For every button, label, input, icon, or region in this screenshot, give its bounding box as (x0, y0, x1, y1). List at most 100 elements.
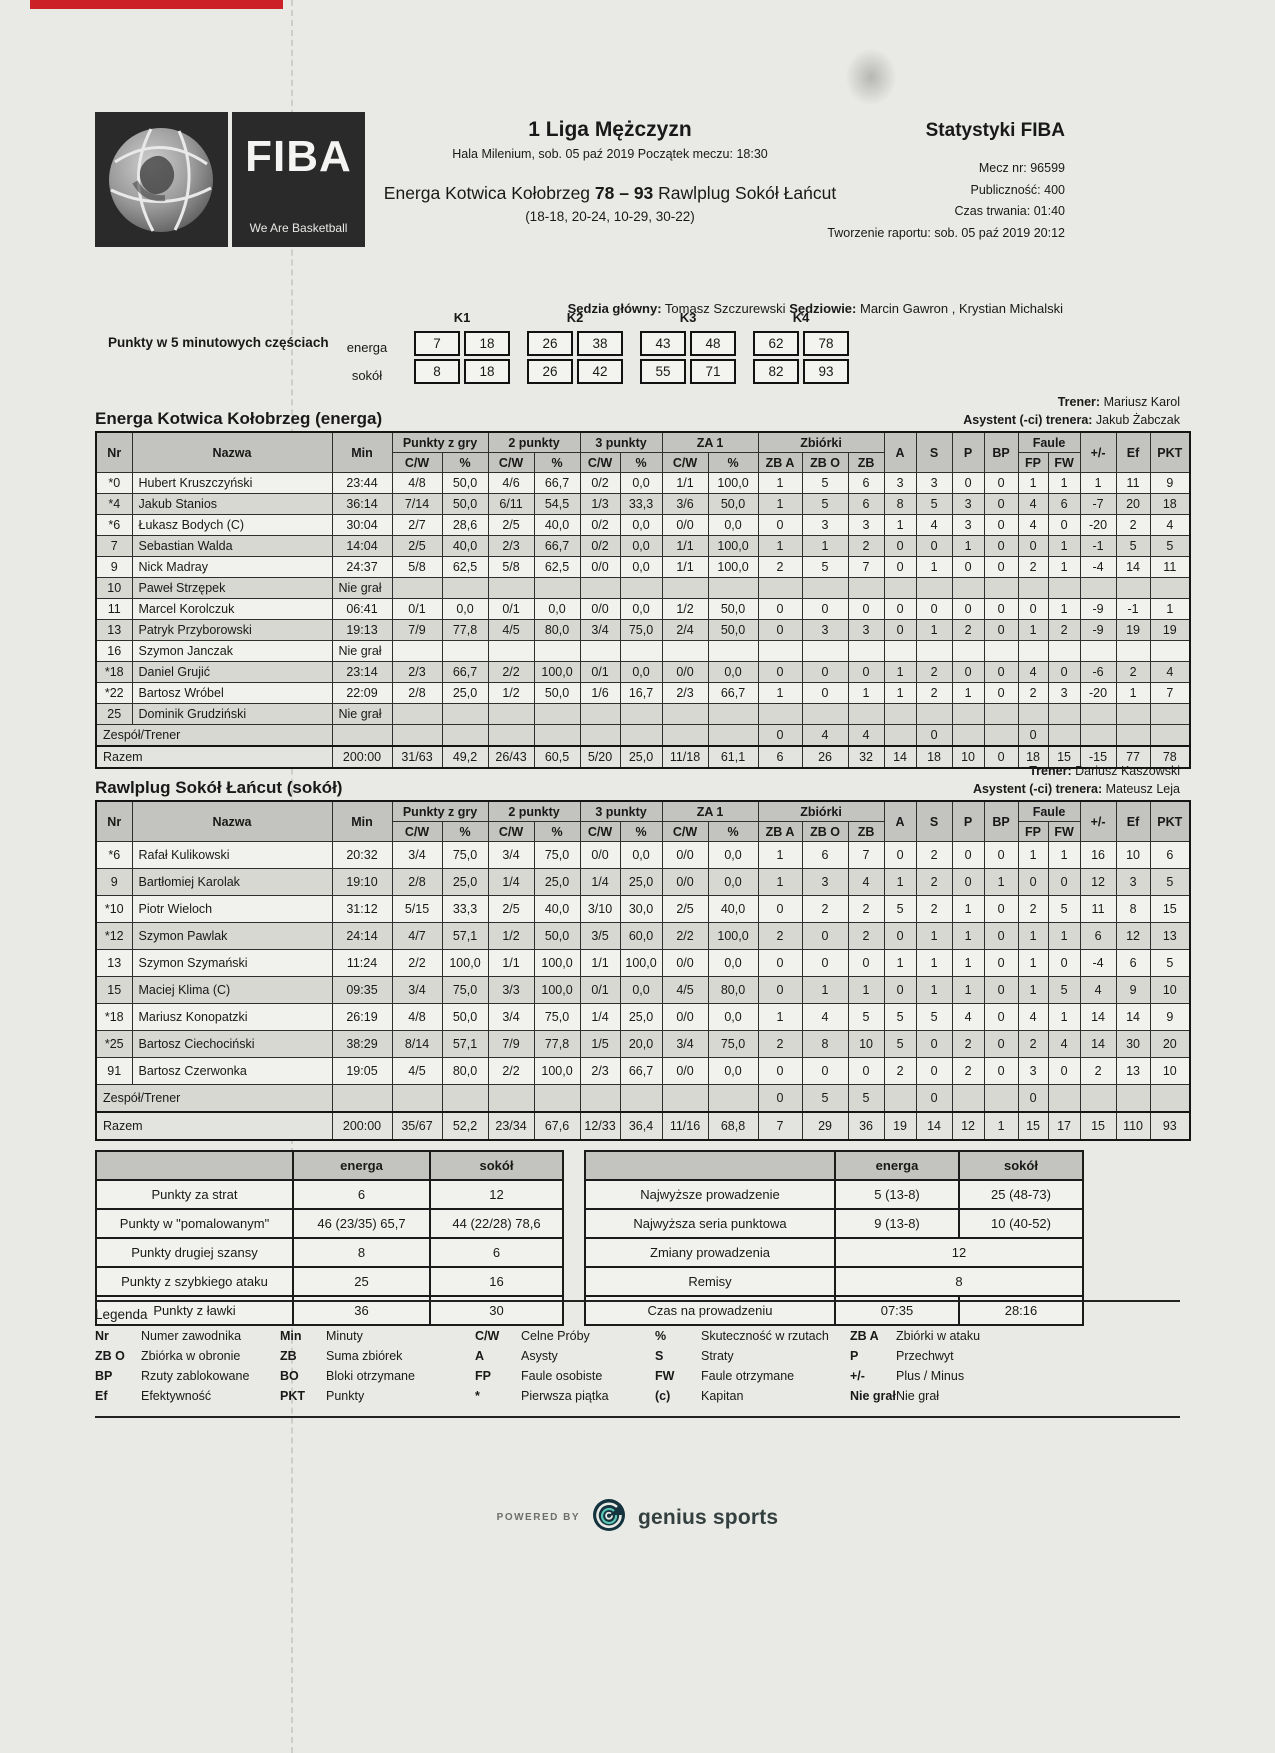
total-ef: 77 (1115, 745, 1151, 769)
legend-item: BO Bloki otrzymane (280, 1369, 475, 1383)
stat-fw: 4 (1047, 1030, 1081, 1058)
total-bp: 1 (983, 1111, 1019, 1141)
five-minute-row: 62 78 (753, 331, 849, 356)
assistant-name: Mateusz Leja (1105, 782, 1180, 796)
stat-p3_cw: 2/3 (579, 1057, 621, 1085)
stat-ef: 2 (1115, 514, 1151, 536)
legend-abbr: * (475, 1389, 480, 1403)
stat-ef: 11 (1115, 472, 1151, 494)
stat-zbo: 0 (801, 922, 849, 950)
stat-empty (619, 577, 663, 599)
stat-empty (487, 1084, 535, 1113)
stat-p: 2 (951, 1057, 985, 1085)
stat-empty (619, 703, 663, 725)
legend-abbr: ZB O (95, 1349, 125, 1363)
stat-pm: -4 (1079, 556, 1117, 578)
powered-by-label: POWERED BY (496, 1512, 581, 1523)
stat-p2_pct: 50,0 (533, 682, 581, 704)
match-score-line: Energa Kotwica Kołobrzeg 78 – 93 Rawlplu… (375, 182, 845, 206)
player-row: *25 Bartosz Ciechociński 38:29 8/14 57,1 7/9 7… (95, 1030, 1191, 1058)
col-header-nr: Nr (95, 431, 133, 473)
player-row: *22 Bartosz Wróbel 22:09 2/8 25,0 1/2 50,0 1/6 1… (95, 682, 1191, 704)
stat-zb: 5 (847, 1084, 885, 1113)
stat-p3_pct: 0,0 (619, 556, 663, 578)
stat-empty (1079, 1084, 1117, 1113)
stat-empty (579, 640, 621, 662)
stat-zbo: 0 (801, 598, 849, 620)
stat-ef: 13 (1115, 1057, 1151, 1085)
stat-zbo: 5 (801, 472, 849, 494)
stat-fg_pct: 57,1 (441, 922, 489, 950)
total-pkt: 78 (1149, 745, 1191, 769)
stat-zba: 2 (757, 556, 803, 578)
stat-fp: 4 (1017, 661, 1049, 683)
totals-label: Razem (95, 1111, 333, 1141)
total-zb: 32 (847, 745, 885, 769)
player-name: Łukasz Bodych (C) (131, 514, 333, 536)
stat-ft_pct: 80,0 (707, 976, 759, 1004)
stat-ft_cw: 1/2 (661, 598, 709, 620)
stats-title: Statystyki FIBA (925, 120, 1065, 141)
col-header-fw: FW (1047, 452, 1081, 473)
player-name: Nick Madray (131, 556, 333, 578)
stat-min: 23:44 (331, 472, 393, 494)
stat-ft_pct: 0,0 (707, 868, 759, 896)
legend-description: Faule otrzymane (701, 1369, 795, 1383)
stat-ef: 6 (1115, 949, 1151, 977)
stat-a: 0 (883, 976, 917, 1004)
player-number: *22 (95, 682, 133, 704)
col-group-fg: Punkty z gry (391, 431, 489, 453)
summary-merged-value: 8 (834, 1266, 1084, 1297)
col-header-min: Min (331, 431, 393, 473)
stat-fg_pct: 50,0 (441, 1003, 489, 1031)
stat-zbo: 3 (801, 514, 849, 536)
stat-s: 3 (915, 472, 953, 494)
stat-min: 31:12 (331, 895, 393, 923)
legend-item: ZB Suma zbiórek (280, 1349, 475, 1363)
stat-a: 0 (883, 598, 917, 620)
player-number: 25 (95, 703, 133, 725)
stat-fp: 1 (1017, 976, 1049, 1004)
stat-s: 2 (915, 868, 953, 896)
col-header-assists: A (883, 800, 917, 842)
stat-empty (487, 577, 535, 599)
match-header: 1 Liga Mężczyzn Hala Milenium, sob. 05 p… (330, 118, 890, 224)
stat-empty (331, 724, 393, 747)
stat-p3_pct: 0,0 (619, 598, 663, 620)
stat-pm: -1 (1079, 535, 1117, 557)
stat-empty (1047, 703, 1081, 725)
stat-s: 2 (915, 661, 953, 683)
player-name: Jakub Stanios (131, 493, 333, 515)
col-header-nazwa: Nazwa (131, 431, 333, 473)
stat-fg_cw: 0/1 (391, 598, 443, 620)
stat-zba: 1 (757, 1003, 803, 1031)
stat-empty (441, 1084, 489, 1113)
legend-abbr: Ef (95, 1389, 108, 1403)
legend-description: Celne Próby (521, 1329, 590, 1343)
stat-p2_pct: 100,0 (533, 1057, 581, 1085)
stat-zba: 1 (757, 472, 803, 494)
team-row-label: Zespół/Trener (95, 1084, 333, 1113)
stat-p3_pct: 25,0 (619, 1003, 663, 1031)
stat-empty (915, 577, 953, 599)
stat-fg_pct: 28,6 (441, 514, 489, 536)
stat-zb: 7 (847, 556, 885, 578)
col-group-rebounds: Zbiórki (757, 800, 885, 822)
stat-bp: 0 (983, 841, 1019, 869)
total-fp: 18 (1017, 745, 1049, 769)
total-pm: 15 (1079, 1111, 1117, 1141)
legend-description: Asysty (521, 1349, 558, 1363)
stat-bp: 1 (983, 868, 1019, 896)
stat-p3_pct: 0,0 (619, 535, 663, 557)
player-name: Hubert Kruszczyński (131, 472, 333, 494)
summary-label: Zmiany prowadzenia (584, 1237, 836, 1268)
summary-row: Punkty z szybkiego ataku 25 16 (95, 1266, 564, 1297)
stat-ft_pct: 100,0 (707, 922, 759, 950)
stat-empty (1017, 703, 1049, 725)
stat-fp: 2 (1017, 1030, 1049, 1058)
summary-label: Punkty z szybkiego ataku (95, 1266, 294, 1297)
stat-p2_cw: 2/5 (487, 895, 535, 923)
stat-fg_cw: 4/8 (391, 1003, 443, 1031)
col-header-efficiency: Ef (1115, 800, 1151, 842)
col-group-fouls: Faule (1017, 431, 1081, 453)
